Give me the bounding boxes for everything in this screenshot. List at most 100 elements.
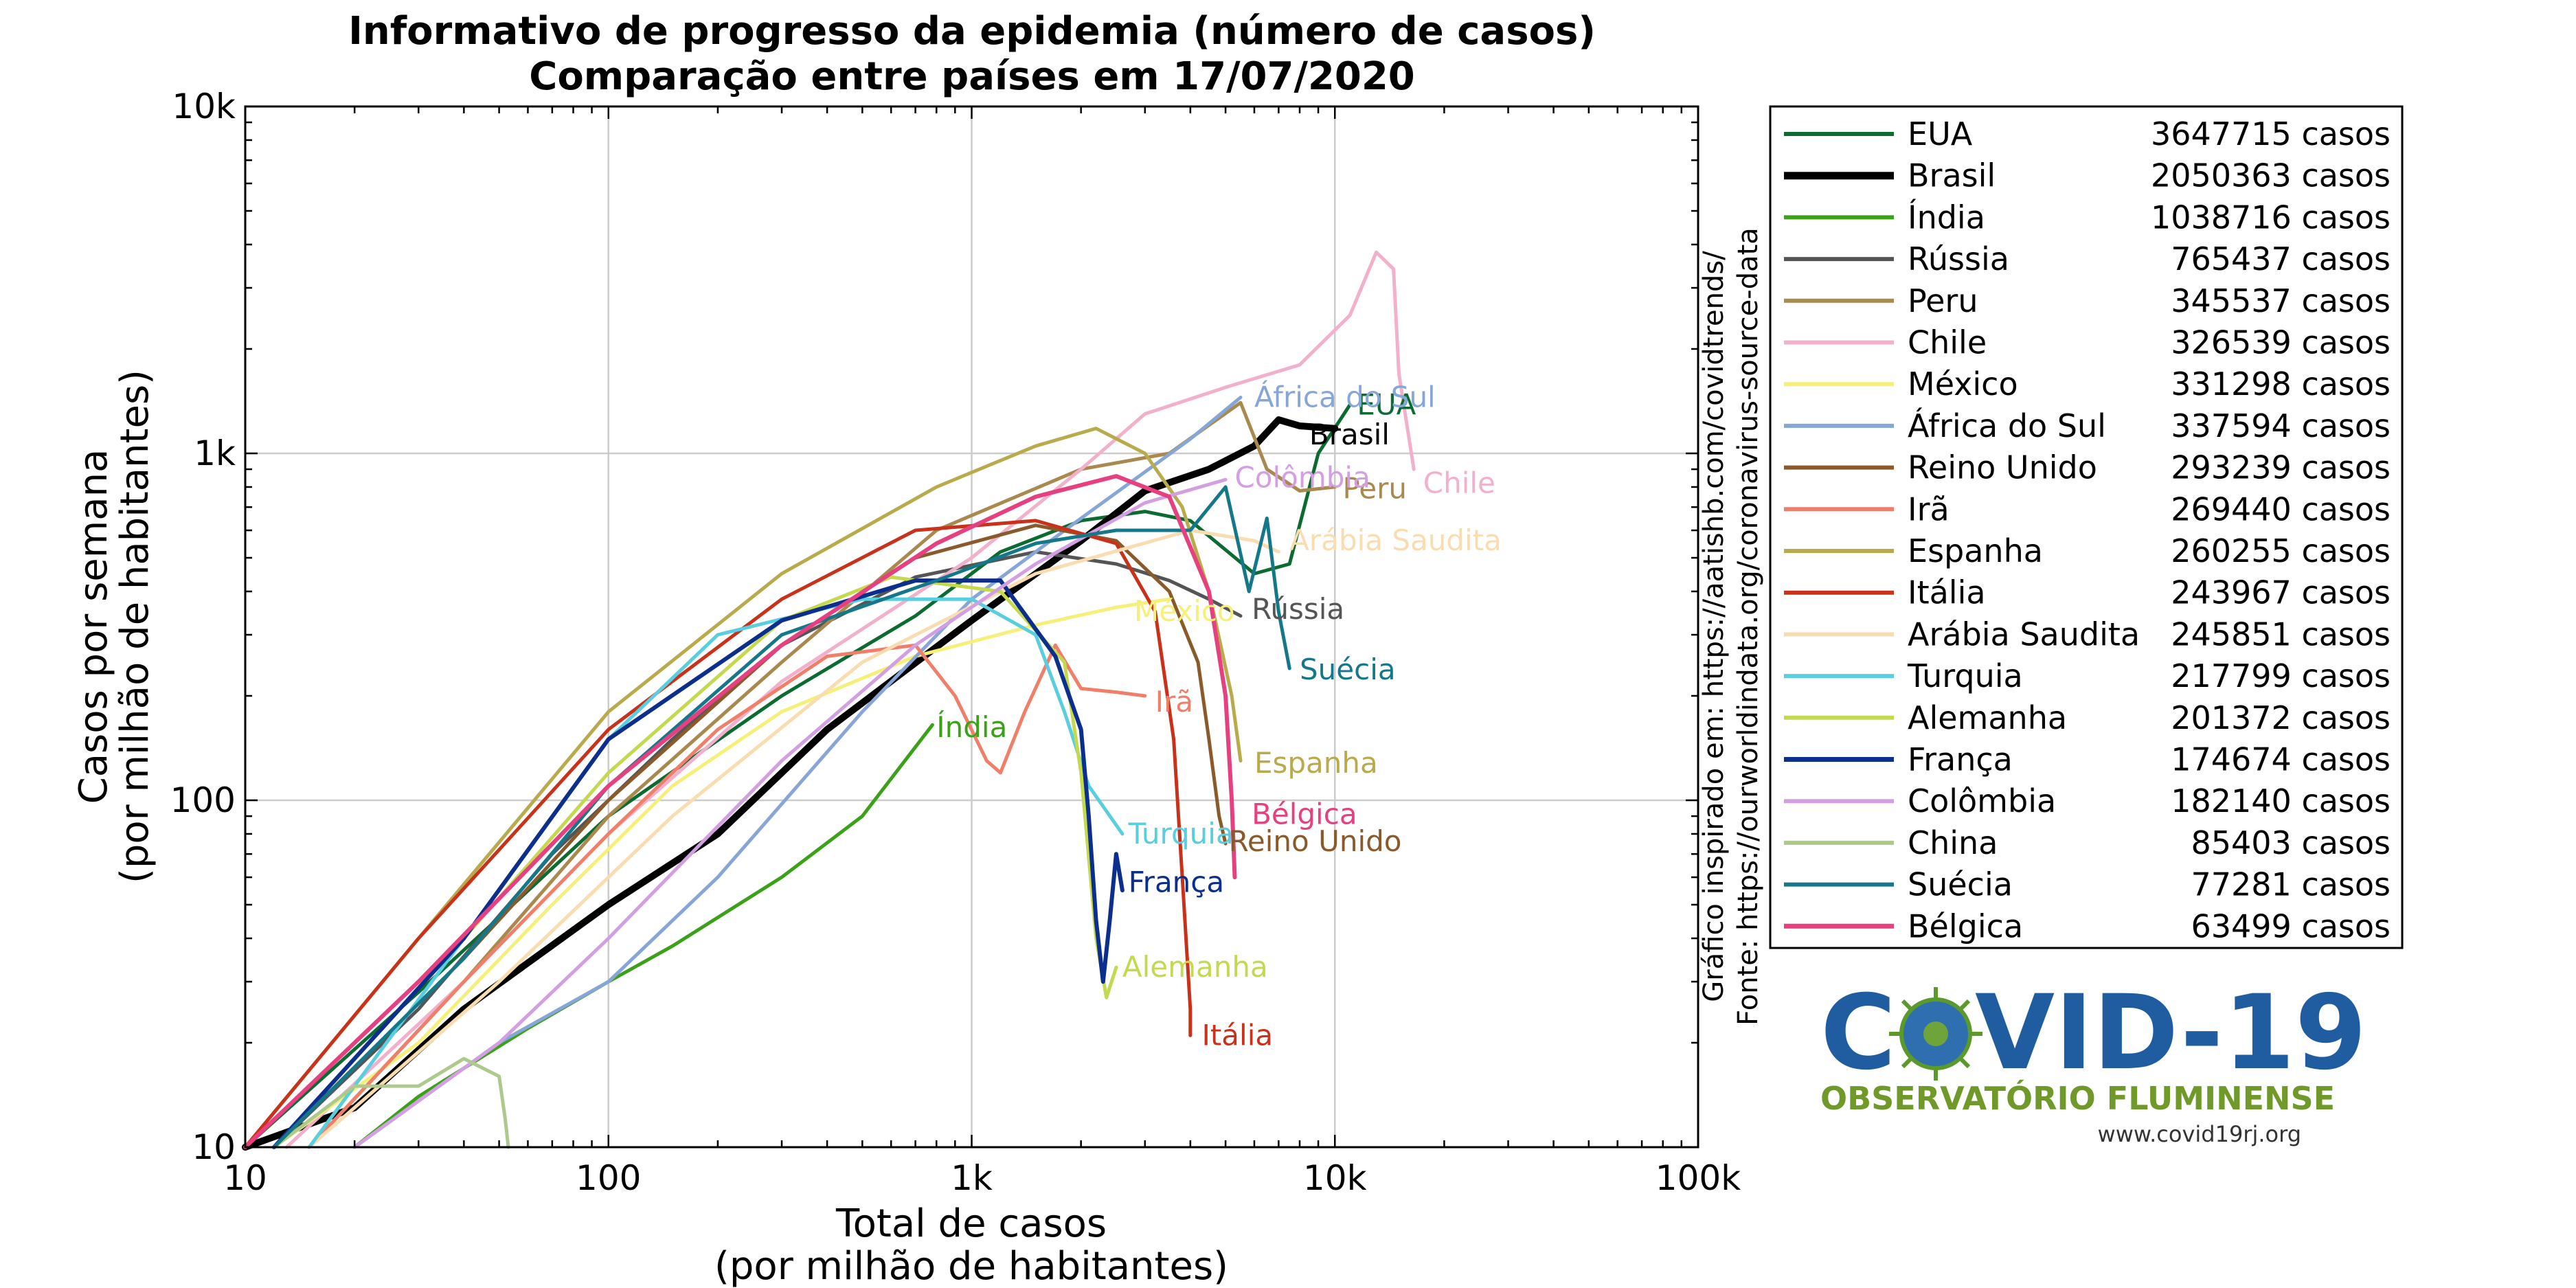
legend-name: EUA: [1908, 115, 1973, 152]
legend-name: Arábia Saudita: [1908, 615, 2140, 653]
series-end-label: México: [1134, 594, 1235, 628]
series-end-label: França: [1129, 865, 1225, 899]
source-data: Fonte: https://ourworldindata.org/corona…: [1732, 227, 1764, 1026]
legend-cases: 85403 casos: [2191, 824, 2391, 861]
legend-cases: 217799 casos: [2171, 657, 2391, 694]
legend-name: Rússia: [1908, 240, 2009, 278]
legend-cases: 260255 casos: [2171, 532, 2391, 569]
legend-name: Índia: [1908, 199, 1985, 236]
logo-url: www.covid19rj.org: [2098, 1121, 2301, 1147]
series-end-label: Irã: [1155, 685, 1193, 719]
legend-name: Bélgica: [1908, 907, 2023, 945]
legend-cases: 174674 casos: [2171, 741, 2391, 778]
legend-name: Irã: [1908, 490, 1950, 528]
series-end-label: Chile: [1423, 466, 1495, 500]
series-lines: [242, 250, 1416, 1151]
series-end-label: Itália: [1201, 1018, 1273, 1052]
series-end-label: Arábia Saudita: [1289, 523, 1502, 557]
series-end-label: África do Sul: [1254, 380, 1436, 414]
series-end-label: Turquia: [1128, 817, 1234, 850]
x-tick-label: 10: [223, 1158, 267, 1198]
legend-name: África do Sul: [1908, 407, 2106, 444]
legend-name: Espanha: [1908, 532, 2043, 569]
legend-cases: 345537 casos: [2171, 282, 2391, 319]
x-axis-label-unit: (por milhão de habitantes): [714, 1244, 1228, 1288]
chart-title: Informativo de progresso da epidemia (nú…: [348, 9, 1596, 54]
series-end-label: Índia: [936, 710, 1007, 744]
legend-cases: 337594 casos: [2171, 407, 2391, 444]
virus-icon: [1889, 987, 1982, 1081]
legend-cases: 1038716 casos: [2151, 199, 2391, 236]
x-tick-label: 100: [576, 1158, 641, 1198]
legend-name: Suécia: [1908, 866, 2013, 903]
legend-name: Reino Unido: [1908, 449, 2097, 486]
series-end-label: Bélgica: [1252, 798, 1357, 831]
legend-name: Colômbia: [1908, 782, 2056, 820]
legend-cases: 326539 casos: [2171, 324, 2391, 361]
series-end-label: Espanha: [1254, 746, 1378, 780]
legend-name: Turquia: [1907, 657, 2023, 694]
legend-name: Itália: [1908, 574, 1986, 611]
series-line-índia: [352, 723, 934, 1149]
legend-box: [1769, 105, 2404, 949]
x-tick-label: 100k: [1656, 1158, 1741, 1198]
series-line-frança: [271, 578, 1125, 1149]
legend-cases: 2050363 casos: [2151, 157, 2391, 194]
legend-cases: 3647715 casos: [2151, 115, 2391, 152]
y-axis-label: Casos por semana: [71, 449, 116, 804]
grid: [244, 105, 1699, 1149]
legend-cases: 331298 casos: [2171, 365, 2391, 403]
x-tick-label: 1k: [951, 1158, 993, 1198]
legend-name: China: [1908, 824, 1998, 861]
series-end-label: Rússia: [1252, 592, 1344, 626]
chart-subtitle: Comparação entre países em 17/07/2020: [529, 54, 1415, 99]
series-line-méxico: [272, 597, 1171, 1149]
legend-name: Peru: [1908, 282, 1978, 319]
logo-letter-c: C: [1820, 973, 1896, 1093]
legend-cases: 245851 casos: [2171, 615, 2391, 653]
legend-cases: 293239 casos: [2171, 449, 2391, 486]
series-line-turquia: [307, 597, 1125, 1149]
series-line-colômbia: [352, 477, 1228, 1149]
legend-name: México: [1908, 365, 2018, 403]
series-line-irã: [307, 643, 1147, 1149]
covid19-logo: C VID-19 OBSERVATÓRIO FLUMINENSE www.cov…: [1820, 973, 2366, 1147]
series-end-label: Peru: [1342, 472, 1407, 506]
legend-name: Brasil: [1908, 157, 1996, 194]
source-inspiration: Gráfico inspirado em: https://aatishb.co…: [1698, 251, 1730, 1002]
y-axis-label-unit: (por milhão de habitantes): [113, 370, 157, 883]
legend-cases: 182140 casos: [2171, 782, 2391, 820]
legend-cases: 269440 casos: [2171, 490, 2391, 528]
legend-cases: 765437 casos: [2171, 240, 2391, 278]
series-line-arábia-saudita: [307, 528, 1280, 1149]
legend-name: Chile: [1908, 324, 1987, 361]
series-end-label: EUA: [1357, 387, 1416, 421]
legend-cases: 77281 casos: [2191, 866, 2391, 903]
series-end-label: Alemanha: [1122, 950, 1268, 984]
legend-name: França: [1908, 741, 2013, 778]
series-end-label: Colômbia: [1234, 461, 1370, 495]
series-end-label: Brasil: [1309, 418, 1390, 451]
legend-cases: 63499 casos: [2191, 907, 2391, 945]
legend-cases: 201372 casos: [2171, 699, 2391, 736]
logo-subtitle: OBSERVATÓRIO FLUMINENSE: [1820, 1080, 2335, 1117]
series-line-itália: [243, 519, 1193, 1149]
x-tick-label: 10k: [1303, 1158, 1367, 1198]
series-line-china: [272, 1057, 510, 1149]
series-end-label: Suécia: [1300, 653, 1396, 686]
x-axis-label: Total de casos: [835, 1201, 1107, 1246]
legend-name: Alemanha: [1908, 699, 2067, 736]
series-line-áfrica-do-sul: [352, 396, 1243, 1149]
series-line-bélgica: [243, 474, 1237, 1149]
series-end-label: Reino Unido: [1229, 824, 1402, 858]
legend-cases: 243967 casos: [2171, 574, 2391, 611]
y-tick-label: 10: [192, 1127, 236, 1167]
logo-title: VID-19: [1975, 973, 2366, 1093]
legend: EUA 3647715 casos Brasil 2050363 casos Índia…: [1784, 115, 2391, 945]
y-tick-label: 10k: [172, 87, 236, 126]
series-line-peru: [307, 400, 1337, 1149]
y-tick-label: 1k: [194, 433, 236, 473]
axis-ticks: 10 100 1k 10k 100k 10 100 1k 10k: [170, 87, 1741, 1198]
